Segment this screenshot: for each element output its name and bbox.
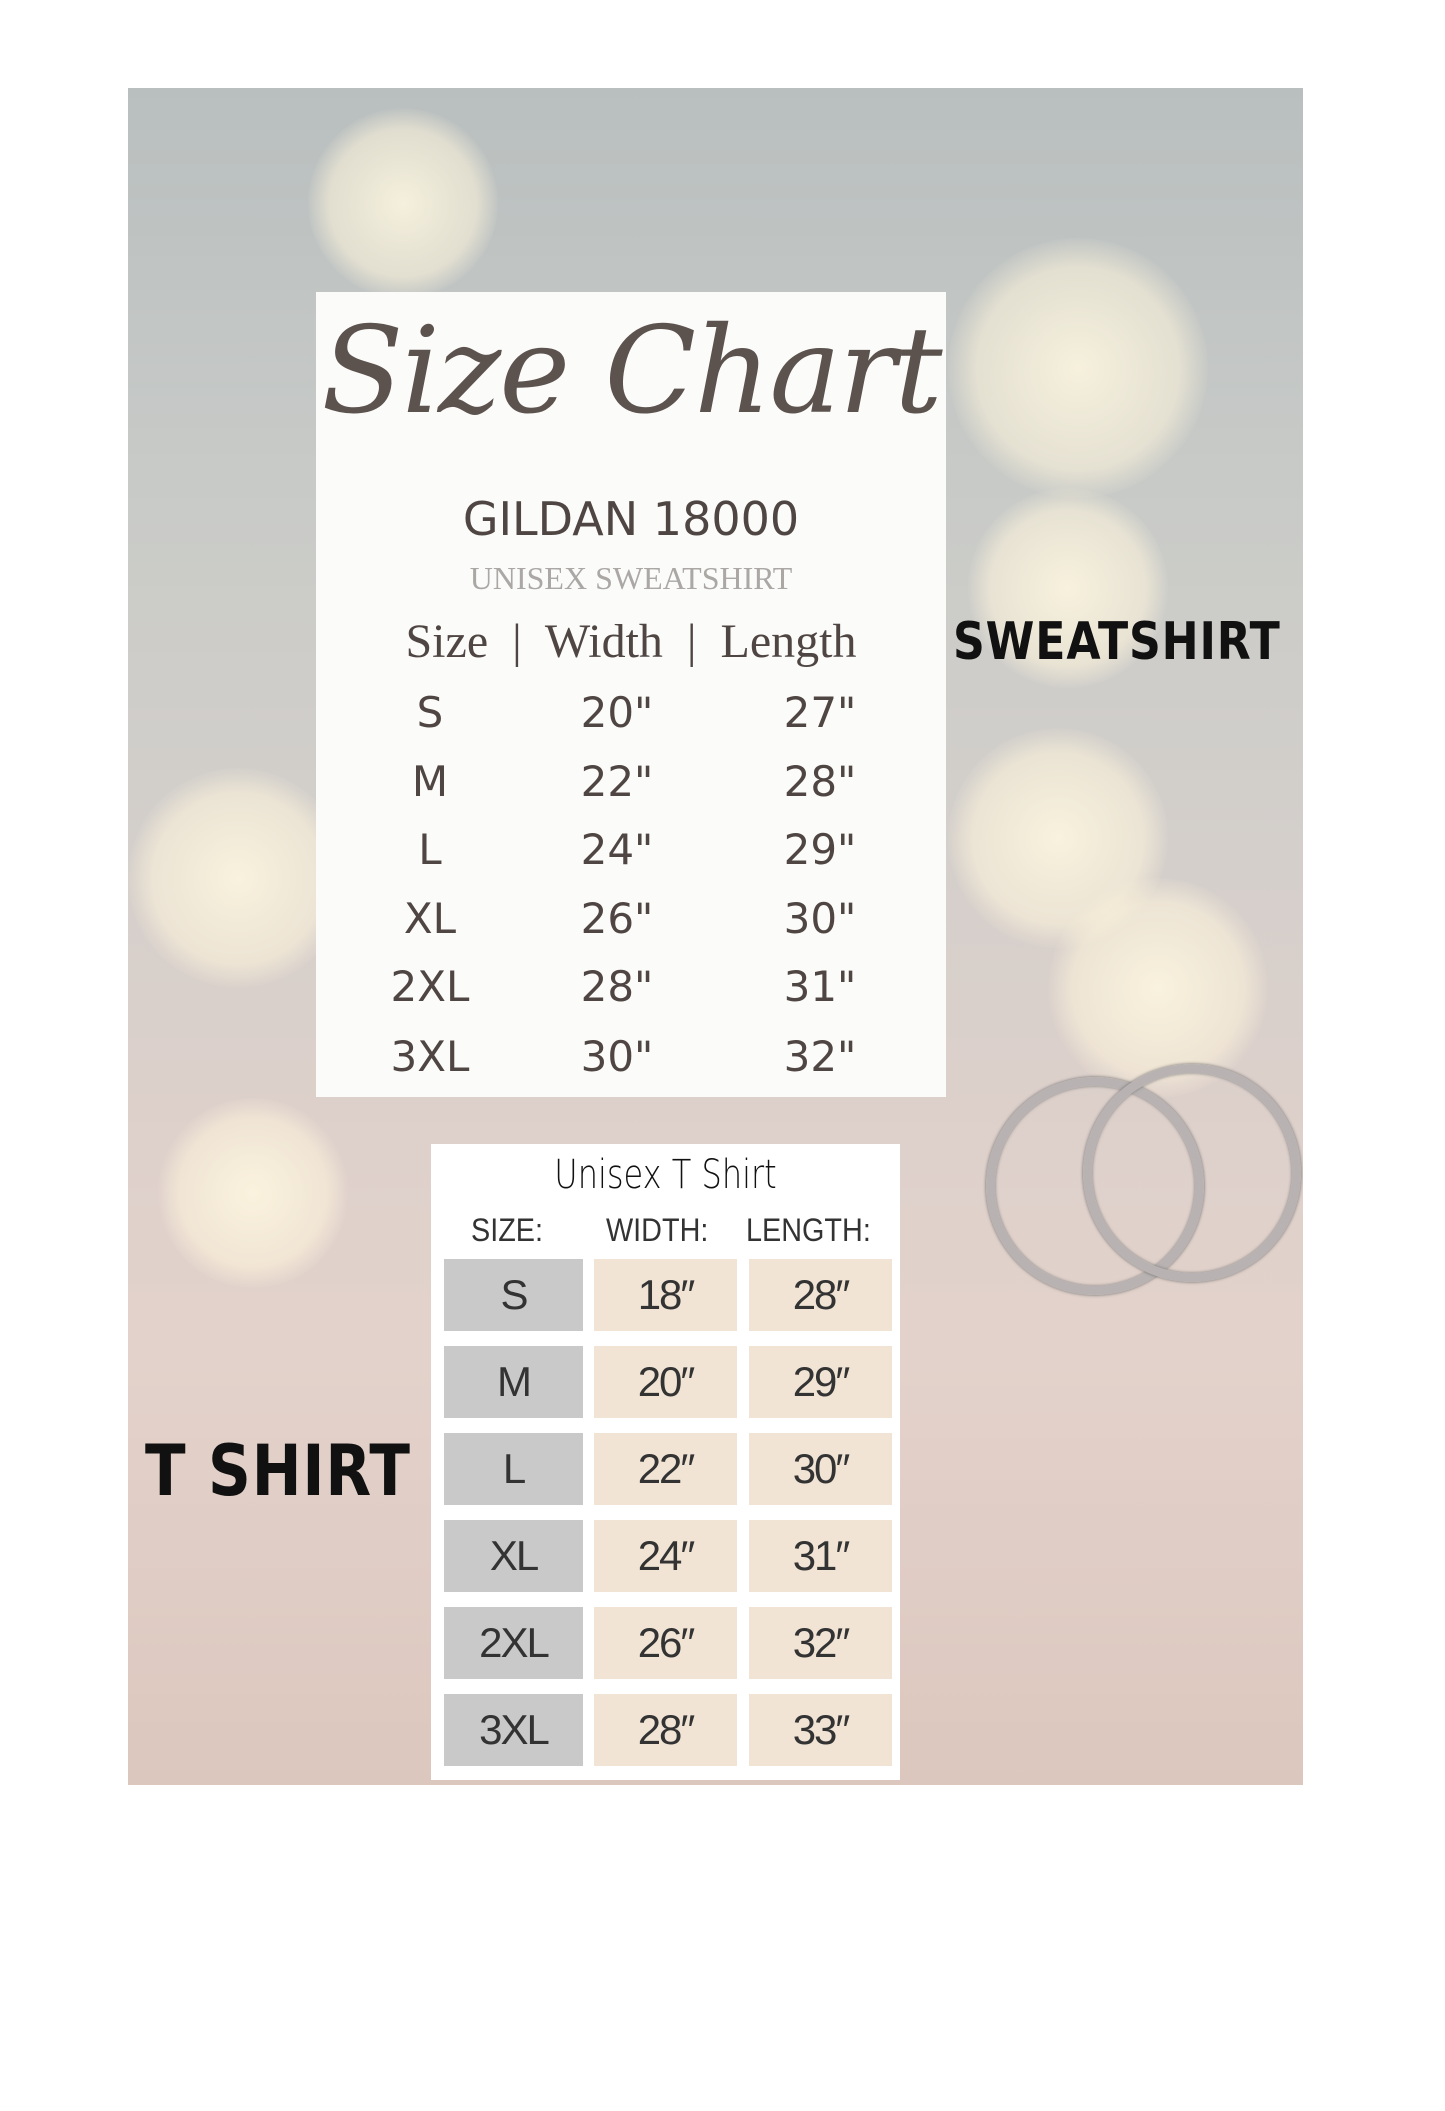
bokeh-light <box>308 108 498 298</box>
tshirt-size-chart: Unisex T Shirt SIZE: WIDTH: LENGTH: S 18″… <box>431 1144 900 1780</box>
cell-width: 28″ <box>594 1694 737 1766</box>
tshirt-chart-title: Unisex T Shirt <box>554 1152 777 1198</box>
cell-length: 27" <box>783 688 857 737</box>
table-row: 3XL 30" 32" <box>316 1032 946 1092</box>
cell-width: 28" <box>580 962 654 1011</box>
table-header: Size | Width | Length <box>405 615 857 668</box>
cell-size: 3XL <box>390 1032 470 1081</box>
cell-length: 31" <box>783 962 857 1011</box>
cell-width: 20" <box>580 688 654 737</box>
cell-width: 20″ <box>594 1346 737 1418</box>
cell-width: 18″ <box>594 1259 737 1331</box>
cell-size: 2XL <box>390 962 470 1011</box>
cell-size: S <box>444 1259 583 1331</box>
table-row: L 24" 29" <box>316 825 946 885</box>
table-row: XL 26" 30" <box>316 894 946 954</box>
bokeh-light <box>158 1098 348 1288</box>
table-row: S 20" 27" <box>316 688 946 748</box>
cell-length: 31″ <box>749 1520 892 1592</box>
ring-image <box>1083 1064 1301 1282</box>
cell-length: 32″ <box>749 1607 892 1679</box>
cell-length: 30″ <box>749 1433 892 1505</box>
cell-size: 3XL <box>444 1694 583 1766</box>
header-length: LENGTH: <box>746 1212 871 1248</box>
cell-length: 29" <box>783 825 857 874</box>
cell-width: 24″ <box>594 1520 737 1592</box>
bokeh-light <box>128 768 348 988</box>
chart-subtitle: UNISEX SWEATSHIRT <box>469 560 793 596</box>
cell-length: 29″ <box>749 1346 892 1418</box>
cell-length: 32" <box>783 1032 857 1081</box>
bokeh-light <box>968 488 1168 688</box>
cell-width: 26" <box>580 894 654 943</box>
cell-size: M <box>411 757 449 806</box>
cell-width: 22" <box>580 757 654 806</box>
cell-width: 24" <box>580 825 654 874</box>
cell-size: L <box>444 1433 583 1505</box>
tshirt-label: T SHIRT <box>145 1430 411 1512</box>
cell-length: 33″ <box>749 1694 892 1766</box>
cell-size: 2XL <box>444 1607 583 1679</box>
cell-size: M <box>444 1346 583 1418</box>
cell-width: 26″ <box>594 1607 737 1679</box>
sweatshirt-size-chart: Size Chart GILDAN 18000 UNISEX SWEATSHIR… <box>316 292 946 1097</box>
brand-model: GILDAN 18000 <box>462 492 800 546</box>
header-size: SIZE: <box>471 1212 544 1248</box>
bokeh-light <box>1048 878 1268 1098</box>
cell-length: 28″ <box>749 1259 892 1331</box>
cell-size: XL <box>444 1520 583 1592</box>
cell-length: 28" <box>783 757 857 806</box>
sweatshirt-label: SWEATSHIRT <box>953 612 1281 672</box>
table-row: M 22" 28" <box>316 757 946 817</box>
bokeh-light <box>948 238 1208 498</box>
table-row: 2XL 28" 31" <box>316 962 946 1022</box>
cell-size: XL <box>403 894 457 943</box>
cell-width: 22″ <box>594 1433 737 1505</box>
header-width: WIDTH: <box>606 1212 709 1248</box>
size-chart-title: Size Chart <box>321 302 942 441</box>
cell-width: 30" <box>580 1032 654 1081</box>
cell-size: S <box>416 688 444 737</box>
cell-length: 30" <box>783 894 857 943</box>
cell-size: L <box>418 825 442 874</box>
